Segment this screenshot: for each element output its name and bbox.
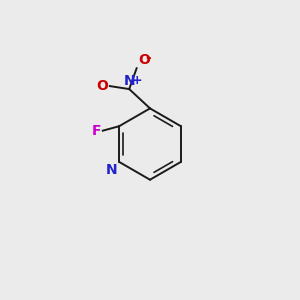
Text: -: - xyxy=(145,51,151,65)
Text: +: + xyxy=(131,74,142,87)
Text: N: N xyxy=(123,74,135,88)
Text: O: O xyxy=(138,53,150,67)
Text: O: O xyxy=(97,79,108,92)
Text: F: F xyxy=(92,124,101,138)
Text: N: N xyxy=(106,164,118,177)
